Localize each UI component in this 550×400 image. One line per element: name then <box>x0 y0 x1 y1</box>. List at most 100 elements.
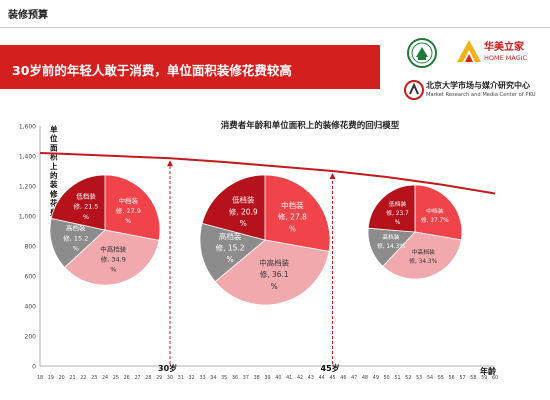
pie-slice-midhigh <box>64 229 160 286</box>
pie-slice-label: 中高档装修, 36.1% <box>259 258 289 291</box>
y-axis-label-char: 的 <box>50 170 58 180</box>
home-magic-name-cn: 华美立家 <box>484 42 524 53</box>
x-tick-label: 51 <box>394 375 400 381</box>
pie-slice-label: 中高档装修, 34.9% <box>100 244 127 273</box>
y-axis-label-char: 装 <box>49 179 58 189</box>
emblem-logo-icon <box>407 38 437 68</box>
x-tick-label: 55 <box>438 375 444 381</box>
x-tick-label: 46 <box>340 375 346 381</box>
pie-slice-label: 中高档装修, 34.3% <box>409 248 437 265</box>
pie-30-45: 中档装修, 27.8 % 中高档装修, 36.1 % 高档装修, 15.2 % 低档装修, … <box>199 174 331 306</box>
regression-curve <box>39 152 496 195</box>
x-tick-label: 57 <box>459 375 465 381</box>
x-tick-label: 36 <box>232 375 238 381</box>
pku-name-en: Market Research and Media Center of PKU <box>426 92 536 98</box>
x-tick-label: 47 <box>351 375 357 381</box>
x-tick-label: 52 <box>405 375 411 381</box>
y-axis-label-char: 单 <box>50 124 58 134</box>
regression-chart: 消费者年龄和单位面积上的装修花费的回归模型 单位面积上的装修花费 年龄 0200… <box>19 120 498 381</box>
pie-over-45: 中档装修, 27.7% 中高档装修, 34.3%高档装修, 14.3% 低档装修, … <box>367 184 463 280</box>
x-tick-label: 42 <box>297 375 303 381</box>
x-tick-label: 20 <box>59 375 65 381</box>
home-magic-name-en: HOME MAGIC <box>484 54 528 62</box>
x-tick-label: 35 <box>221 375 227 381</box>
x-tick-label: 56 <box>449 375 455 381</box>
x-tick-label: 30 <box>167 375 173 381</box>
pie-slice-high <box>199 222 266 283</box>
x-tick-label: 19 <box>48 375 54 381</box>
x-tick-label: 31 <box>178 375 184 381</box>
x-tick-label: 27 <box>134 375 140 381</box>
pie-slice-midhigh <box>382 231 462 280</box>
x-tick-label: 41 <box>286 375 292 381</box>
headline-banner <box>0 45 380 89</box>
pku-logo: 北京大学市场与媒介研究中心 Market Research and Media … <box>404 78 549 104</box>
pie-slice-low <box>367 184 416 233</box>
y-axis-label-char: 修 <box>49 188 58 198</box>
y-axis-label-char: 上 <box>50 161 58 171</box>
x-tick-label: 23 <box>91 375 97 381</box>
age-marker-label: 45岁 <box>321 363 340 373</box>
pie-under-30: 中档装修, 27.9 % 中高档装修, 34.9 % 高档装修, 15.2 %低档装修, … <box>49 174 161 286</box>
y-tick-label: 1,400 <box>19 154 36 161</box>
y-tick-label: 400 <box>25 304 37 311</box>
x-tick-label: 39 <box>264 375 270 381</box>
pie-slice-label: 低档装修, 23.7% <box>386 200 409 226</box>
x-tick-label: 21 <box>69 375 75 381</box>
x-tick-label: 50 <box>384 375 390 381</box>
x-tick-label: 44 <box>319 375 325 381</box>
pie-slice-label: 低档装修, 21.5% <box>73 192 98 221</box>
x-tick-label: 43 <box>308 375 314 381</box>
y-axis-label-char: 面 <box>50 143 58 152</box>
x-tick-label: 45 <box>329 375 335 381</box>
x-tick-label: 38 <box>254 375 260 381</box>
x-tick-label: 60 <box>492 375 498 381</box>
headline-text: 30岁前的年轻人敢于消费，单位面积装修花费较高 <box>12 63 292 78</box>
pie-slice-label: 中档装修, 27.9% <box>116 196 141 225</box>
x-tick-label: 24 <box>102 375 108 381</box>
x-tick-label: 37 <box>243 375 249 381</box>
x-tick-label: 53 <box>416 375 422 381</box>
pie-slice-label: 高档装修, 14.3% <box>377 233 405 250</box>
pie-slice-label: 低档装修, 20.9% <box>229 195 258 228</box>
age-marker-arrowhead <box>329 173 336 179</box>
y-tick-label: 1,600 <box>19 124 36 131</box>
x-tick-label: 29 <box>156 375 162 381</box>
age-marker-arrowhead <box>167 160 173 167</box>
x-tick-label: 28 <box>145 375 151 381</box>
home-magic-mark-icon <box>457 40 481 62</box>
x-tick-label: 32 <box>189 375 195 381</box>
x-axis-label: 年龄 <box>480 366 497 376</box>
x-tick-label: 33 <box>199 375 205 381</box>
home-magic-logo: 华美立家 HOME MAGIC <box>455 34 545 74</box>
pie-slice-midhigh <box>214 239 330 306</box>
x-tick-label: 26 <box>124 375 130 381</box>
pie-slice-label: 高档装修, 15.2% <box>216 231 245 264</box>
x-tick-label: 22 <box>80 375 86 381</box>
y-axis-label-char: 积 <box>49 152 58 162</box>
x-tick-label: 25 <box>113 375 119 381</box>
pie-slice-label: 中档装修, 27.8% <box>278 200 307 233</box>
x-tick-label: 48 <box>362 375 368 381</box>
pie-slice-mid <box>264 174 331 252</box>
section-title: 装修预算 <box>8 10 48 21</box>
x-tick-label: 40 <box>275 375 281 381</box>
pie-slice-label: 中档装修, 27.7% <box>421 207 449 224</box>
y-axis-label-char: 花 <box>50 198 58 208</box>
y-tick-label: 800 <box>25 244 37 251</box>
y-tick-label: 0 <box>32 364 36 371</box>
x-tick-label: 34 <box>210 375 216 381</box>
pie-slice-label: 高档装修, 15.2% <box>63 223 88 252</box>
y-axis-label-char: 位 <box>50 133 58 143</box>
pie-slice-mid <box>414 184 463 241</box>
x-tick-label: 18 <box>37 375 43 381</box>
pie-slice-low <box>50 174 106 231</box>
pku-name-cn: 北京大学市场与媒介研究中心 <box>426 81 530 90</box>
pku-mark-icon <box>404 80 424 100</box>
y-tick-label: 1,000 <box>19 214 36 221</box>
x-tick-label: 59 <box>481 375 487 381</box>
top-divider <box>0 27 550 28</box>
x-tick-label: 54 <box>427 375 433 381</box>
y-tick-label: 600 <box>25 274 37 281</box>
